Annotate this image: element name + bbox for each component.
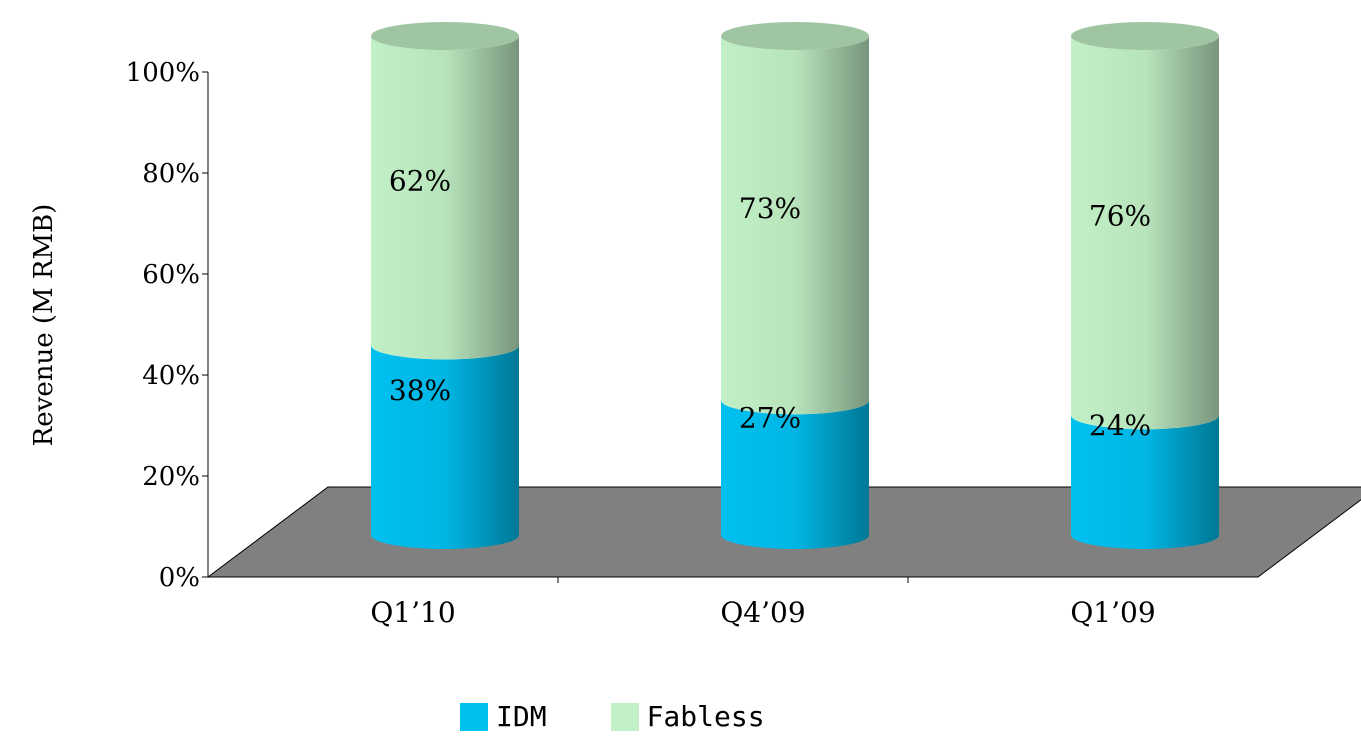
- data-label-idm: 27%: [739, 402, 801, 435]
- x-tick-label: Q1’09: [1070, 596, 1155, 629]
- cylinder-2: [1071, 22, 1219, 549]
- legend: IDM Fabless: [460, 700, 765, 733]
- y-tick-label: 100%: [126, 58, 200, 88]
- cylinder-0: [371, 22, 519, 549]
- bar-segment-fabless: [1071, 36, 1219, 430]
- legend-item-fabless: Fabless: [610, 700, 765, 733]
- legend-swatch-fabless: [610, 702, 639, 731]
- y-tick-label: 0%: [159, 563, 200, 593]
- cylinder-1: [721, 22, 869, 549]
- bar-segment-idm: [1071, 415, 1219, 549]
- data-label-fabless: 73%: [739, 192, 801, 225]
- data-label-fabless: 76%: [1089, 200, 1151, 233]
- y-axis-title: Revenue (M RMB): [29, 204, 59, 447]
- data-label-idm: 24%: [1089, 409, 1151, 442]
- legend-label-fabless: Fabless: [646, 700, 765, 733]
- bar-segment-fabless: [371, 36, 519, 360]
- x-tick-label: Q4’09: [720, 596, 805, 629]
- y-tick-label: 40%: [142, 361, 200, 391]
- y-tick-label: 60%: [142, 260, 200, 290]
- y-tick-label: 20%: [142, 462, 200, 492]
- y-tick-label: 80%: [142, 159, 200, 189]
- x-tick-label: Q1’10: [370, 596, 455, 629]
- bar-segment-idm: [721, 400, 869, 549]
- bar-segment-idm: [371, 345, 519, 549]
- legend-label-idm: IDM: [496, 700, 547, 733]
- legend-item-idm: IDM: [460, 700, 547, 733]
- data-label-idm: 38%: [389, 374, 451, 407]
- data-label-fabless: 62%: [389, 165, 451, 198]
- cylinder-top: [721, 22, 869, 50]
- cylinder-top: [1071, 22, 1219, 50]
- legend-swatch-idm: [460, 702, 488, 731]
- cylinder-top: [371, 22, 519, 50]
- bar-segment-fabless: [721, 36, 869, 415]
